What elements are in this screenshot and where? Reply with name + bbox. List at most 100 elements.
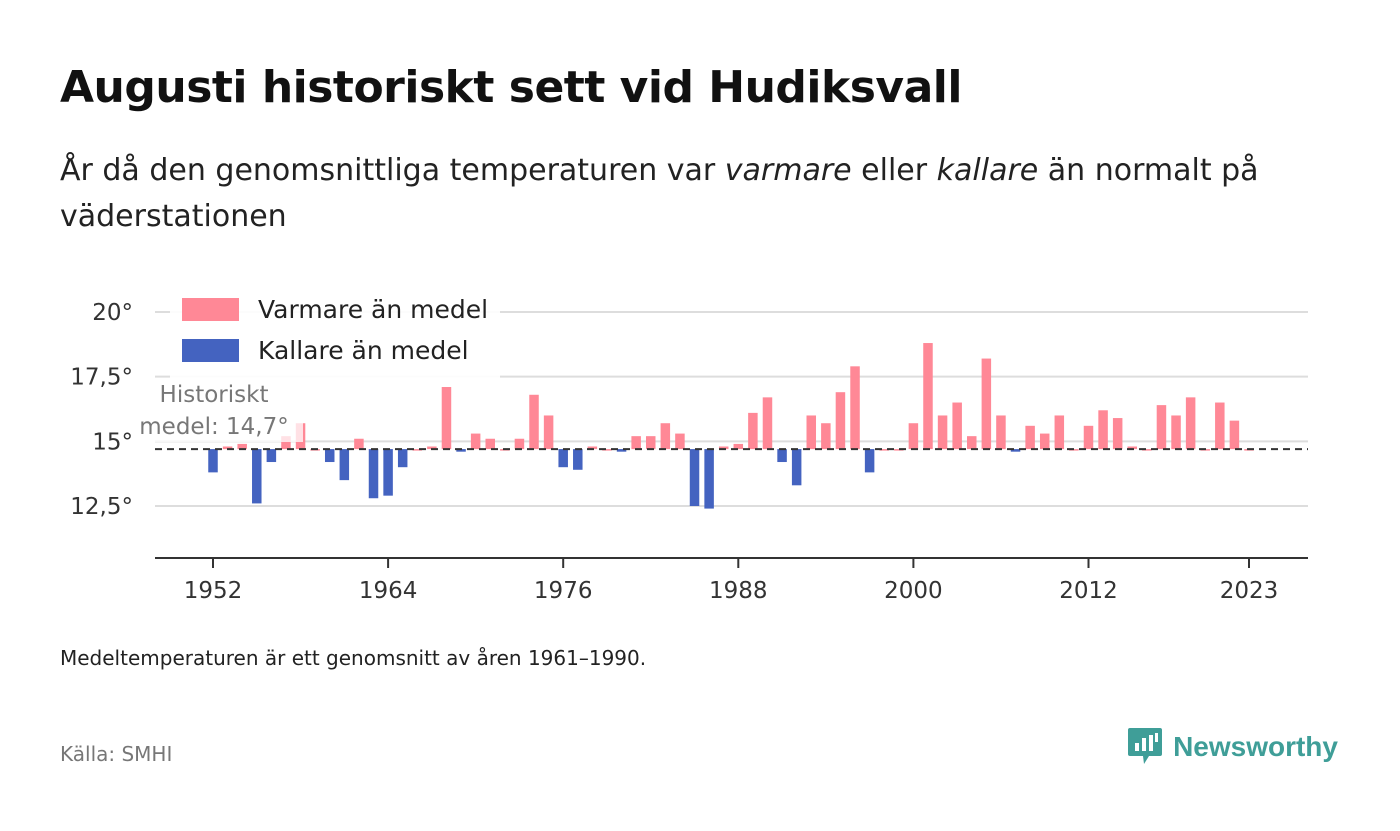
bar-1983 (660, 423, 671, 450)
bar-1978 (587, 446, 598, 450)
bar-1955 (252, 449, 262, 504)
bar-1985 (689, 449, 700, 506)
bar-1992 (791, 449, 802, 486)
bar-2012 (1083, 425, 1094, 450)
x-tick-label: 2023 (1220, 578, 1279, 604)
bar-2022 (1229, 420, 1240, 450)
bar-1970 (470, 433, 481, 450)
bar-2008 (1025, 425, 1035, 450)
x-tick-label: 1964 (359, 578, 418, 604)
bar-1998 (879, 449, 889, 451)
baseline-annotation-line: Historiskt (160, 382, 269, 408)
bar-1977 (573, 449, 583, 470)
bar-1975 (543, 415, 554, 450)
bar-1954 (237, 443, 247, 450)
bar-1982 (645, 436, 656, 450)
bar-1984 (675, 433, 685, 450)
bar-2015 (1127, 446, 1138, 450)
bar-2019 (1185, 397, 1196, 450)
bar-1957 (281, 436, 291, 450)
y-tick-label: 15° (92, 429, 133, 455)
bar-2006 (996, 415, 1006, 450)
temperature-bar-chart: 12,5° 15° 17,5° 20° 1952 1964 1976 1988 2000 201… (70, 290, 1308, 604)
bar-1997 (864, 449, 875, 473)
bar-1989 (748, 412, 758, 450)
bars (208, 343, 1254, 509)
bar-1966 (412, 449, 423, 451)
bar-2007 (1010, 449, 1021, 452)
x-tick-label: 2012 (1059, 578, 1118, 604)
y-tick-label: 12,5° (70, 494, 133, 520)
bar-1973 (514, 438, 525, 450)
x-tick-label: 2000 (884, 578, 943, 604)
y-axis-labels: 12,5° 15° 17,5° 20° (70, 300, 133, 520)
subtitle-text-3: än normalt på väderstationen (60, 153, 1259, 234)
bar-1991 (777, 449, 787, 463)
bar-2021 (1215, 402, 1225, 450)
x-tick-label: 1988 (709, 578, 768, 604)
y-tick-label: 17,5° (70, 365, 133, 391)
footnote: Medeltemperaturen är ett genomsnitt av å… (60, 646, 647, 670)
page-subtitle: År då den genomsnittliga temperaturen va… (60, 148, 1300, 240)
source-label: Källa: SMHI (60, 742, 173, 766)
legend-label: Kallare än medel (258, 336, 469, 365)
bar-2002 (937, 415, 948, 450)
bar-2016 (1142, 449, 1152, 451)
bar-2014 (1112, 418, 1123, 450)
bar-1976 (558, 449, 568, 468)
subtitle-text-2: eller (851, 153, 937, 188)
bar-1962 (354, 438, 364, 450)
bar-1963 (368, 449, 379, 499)
bar-1996 (850, 366, 860, 450)
x-axis: 1952 1964 1976 1988 2000 2012 2023 (155, 557, 1308, 604)
bar-2003 (952, 402, 962, 450)
legend: Varmare än medel Kallare än medel (170, 290, 500, 378)
x-tick-label: 1952 (184, 578, 243, 604)
bar-2010 (1054, 415, 1065, 450)
baseline-annotation: Historiskt medel: 14,7° (133, 380, 303, 442)
bar-2004 (967, 436, 977, 450)
bar-2017 (1156, 405, 1167, 450)
bar-2001 (923, 343, 933, 450)
bar-1993 (806, 415, 817, 450)
bar-1980 (616, 449, 627, 452)
bar-1960 (324, 449, 335, 463)
bar-1974 (529, 394, 539, 450)
bar-1981 (631, 436, 641, 450)
x-tick-label: 1976 (534, 578, 593, 604)
bar-1967 (427, 446, 437, 450)
page-title: Augusti historiskt sett vid Hudiksvall (60, 62, 962, 113)
bar-1968 (441, 387, 452, 450)
bar-1952 (208, 449, 218, 473)
bar-1986 (704, 449, 714, 509)
bar-1988 (733, 443, 744, 450)
bar-1965 (397, 449, 408, 468)
bar-2018 (1171, 415, 1181, 450)
bar-1971 (485, 438, 495, 450)
subtitle-text-1: År då den genomsnittliga temperaturen va… (60, 153, 725, 188)
bar-2005 (981, 358, 992, 450)
bar-1964 (383, 449, 393, 496)
subtitle-cold-word: kallare (936, 153, 1039, 188)
bar-1969 (456, 449, 466, 452)
newsworthy-logo-icon (1128, 728, 1163, 764)
bar-2013 (1098, 410, 1108, 450)
bar-1990 (762, 397, 773, 450)
bar-1999 (894, 449, 904, 451)
bar-1994 (821, 423, 831, 450)
bar-1987 (718, 446, 729, 450)
bar-1979 (602, 449, 612, 451)
bar-1995 (835, 392, 846, 450)
bar-1956 (266, 449, 277, 463)
bar-2000 (908, 423, 919, 450)
y-tick-label: 20° (92, 300, 133, 326)
baseline-annotation-line: medel: 14,7° (139, 414, 288, 440)
bar-1961 (339, 449, 350, 481)
bar-2009 (1039, 433, 1050, 450)
legend-label: Varmare än medel (258, 295, 488, 324)
brand-name: Newsworthy (1173, 731, 1338, 762)
bar-1953 (222, 446, 233, 450)
legend-swatch (182, 298, 239, 321)
legend-swatch (182, 339, 239, 362)
brand-logo[interactable]: Newsworthy (1127, 726, 1338, 768)
